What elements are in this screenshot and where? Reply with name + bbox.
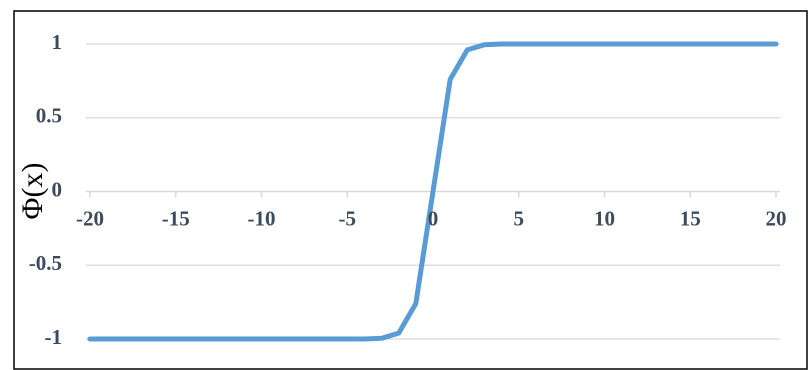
x-tick-labels: -20 -15 -10 -5 0 5 10 15 20 xyxy=(76,207,787,231)
x-tick-label: 15 xyxy=(680,207,701,231)
x-tick-label: -20 xyxy=(76,207,104,231)
y-tick-label: -1 xyxy=(45,325,63,349)
y-tick-label: 0 xyxy=(52,177,63,201)
y-tick-label: -0.5 xyxy=(29,251,62,275)
y-axis-label: Φ(x) xyxy=(16,163,49,220)
x-tick-label: -15 xyxy=(162,207,190,231)
x-tick-label: -5 xyxy=(339,207,357,231)
x-tick-label: 20 xyxy=(766,207,787,231)
series-line xyxy=(87,41,779,342)
x-tick-label: 10 xyxy=(594,207,615,231)
y-tick-label: 1 xyxy=(52,30,63,54)
y-tick-label: 0.5 xyxy=(36,104,62,128)
x-tick-label: 0 xyxy=(428,207,439,231)
x-tick-label: -10 xyxy=(248,207,276,231)
x-tick-label: 5 xyxy=(514,207,525,231)
y-tick-labels: 1 0.5 0 -0.5 -1 xyxy=(29,30,62,349)
series-layer xyxy=(87,41,779,342)
